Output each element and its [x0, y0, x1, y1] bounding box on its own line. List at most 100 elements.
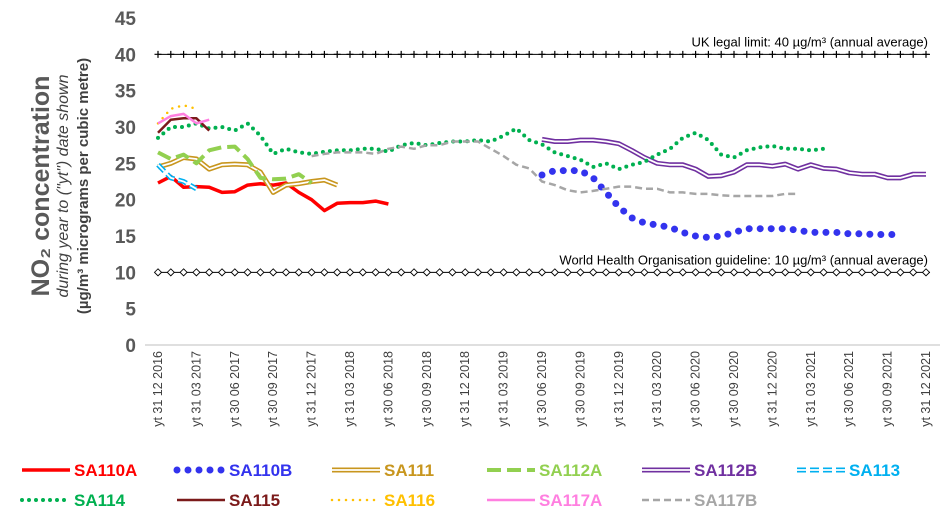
legend-label: SA117B: [694, 491, 757, 510]
legend-item-SA112A: SA112A: [487, 461, 602, 480]
reference-marker: [500, 50, 508, 58]
y-tick-label: 45: [115, 9, 137, 30]
reference-marker: [692, 50, 700, 58]
reference-marker: [333, 50, 341, 58]
reference-label: World Health Organisation guideline: 10 …: [559, 252, 928, 267]
reference-marker: [781, 268, 790, 277]
legend-item-SA112B: SA112B: [642, 461, 757, 480]
reference-marker: [589, 268, 598, 277]
x-tick-label: yt 31 12 2018: [458, 351, 472, 427]
reference-marker: [474, 50, 482, 58]
reference-marker: [563, 268, 572, 277]
reference-marker: [678, 268, 687, 277]
legend-label: SA113: [849, 461, 900, 480]
reference-marker: [576, 50, 584, 58]
reference-marker: [755, 268, 764, 277]
x-tick-label: yt 30 09 2018: [420, 351, 434, 427]
x-tick-label: yt 31 03 2019: [497, 351, 511, 427]
y-tick-label: 10: [115, 263, 136, 284]
legend-item-SA110B: SA110B: [173, 461, 292, 480]
reference-marker: [422, 268, 431, 277]
reference-marker: [346, 50, 354, 58]
y-tick-label: 35: [115, 82, 137, 103]
legend-item-SA117B: SA117B: [642, 491, 757, 510]
reference-marker: [768, 268, 777, 277]
reference-marker: [820, 50, 828, 58]
reference-marker: [269, 50, 277, 58]
reference-marker: [244, 50, 252, 58]
reference-marker: [628, 50, 636, 58]
reference-marker: [230, 268, 239, 277]
legend: SA110A SA110B SA111 SA112A SA112B SA113 SA114 S…: [20, 461, 900, 510]
reference-marker: [858, 50, 866, 58]
reference-marker: [461, 50, 469, 58]
reference-marker: [768, 50, 776, 58]
reference-marker: [884, 50, 892, 58]
reference-marker: [192, 268, 201, 277]
reference-marker: [384, 268, 393, 277]
x-tick-label: yt 31 12 2021: [919, 351, 933, 427]
legend-label: SA112A: [539, 461, 602, 480]
reference-marker: [909, 50, 917, 58]
y-tick-label: 40: [115, 45, 136, 66]
reference-marker: [397, 268, 406, 277]
reference-marker: [448, 268, 457, 277]
reference-marker: [550, 268, 559, 277]
series-lines: [156, 103, 926, 241]
reference-marker: [832, 268, 841, 277]
reference-marker: [704, 50, 712, 58]
reference-marker: [883, 268, 892, 277]
reference-marker: [627, 268, 636, 277]
reference-marker: [640, 268, 649, 277]
legend-item-SA114: SA114: [20, 491, 126, 510]
reference-marker: [717, 268, 726, 277]
reference-marker: [512, 268, 521, 277]
reference-marker: [807, 50, 815, 58]
x-tick-label: yt 30 09 2019: [573, 351, 587, 427]
series-line-SA112A: [157, 144, 313, 185]
reference-marker: [435, 268, 444, 277]
reference-marker: [922, 50, 930, 58]
reference-marker: [819, 268, 828, 277]
reference-marker: [295, 50, 303, 58]
reference-marker: [845, 50, 853, 58]
reference-marker: [704, 268, 713, 277]
reference-marker: [179, 268, 188, 277]
reference-marker: [525, 268, 534, 277]
reference-label-bg: [490, 250, 930, 269]
reference-marker: [589, 50, 597, 58]
reference-marker: [153, 268, 163, 277]
x-tick-label: yt 31 03 2017: [189, 351, 203, 427]
legend-item-SA116: SA116: [330, 491, 435, 510]
reference-marker: [717, 50, 725, 58]
reference-marker: [166, 268, 175, 277]
x-tick-label: yt 30 09 2021: [881, 351, 895, 427]
x-tick-label: yt 30 06 2017: [228, 351, 242, 427]
reference-marker: [499, 268, 508, 277]
reference-marker: [410, 50, 418, 58]
reference-marker: [793, 268, 803, 277]
y-axis-title-sub: during year to ("yt") date shown: [55, 74, 72, 297]
reference-marker: [320, 50, 328, 58]
reference-marker: [231, 50, 239, 58]
reference-marker: [679, 50, 687, 58]
legend-label: SA110B: [229, 461, 292, 480]
x-tick-label: yt 30 09 2020: [727, 351, 741, 427]
x-tick-label: yt 30 09 2017: [266, 351, 280, 427]
x-tick-label: yt 30 06 2018: [381, 351, 395, 427]
x-tick-label: yt 31 03 2020: [650, 351, 664, 427]
reference-marker: [730, 50, 738, 58]
reference-marker: [217, 268, 227, 277]
reference-marker: [512, 50, 520, 58]
reference-marker: [525, 50, 533, 58]
reference-marker: [423, 50, 431, 58]
series-line-SA110B: [538, 167, 904, 241]
reference-marker: [218, 50, 226, 58]
reference-marker: [282, 50, 290, 58]
reference-marker: [333, 268, 342, 277]
x-tick-label: yt 30 06 2021: [842, 351, 856, 427]
reference-marker: [576, 268, 585, 277]
reference-label: UK legal limit: 40 µg/m³ (annual average…: [691, 34, 928, 49]
reference-marker: [666, 50, 674, 58]
reference-marker: [832, 50, 840, 58]
